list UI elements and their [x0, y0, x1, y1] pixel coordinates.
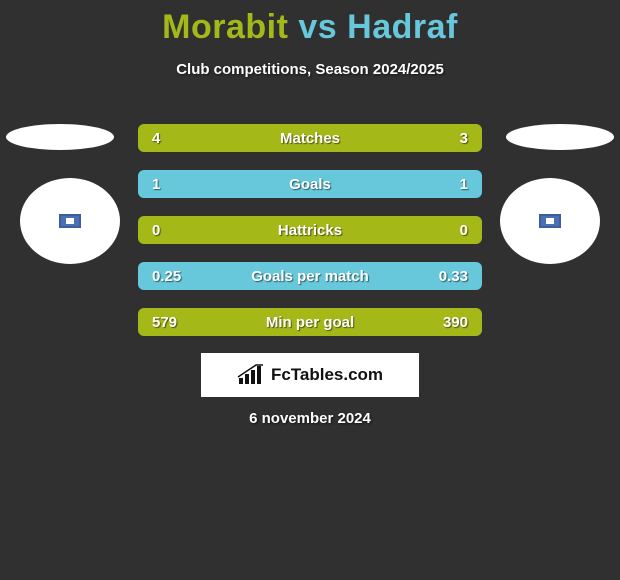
stats-table: 4 Matches 3 1 Goals 1 0 Hattricks 0 0.25…: [138, 124, 482, 354]
logo-text: FcTables.com: [271, 365, 383, 385]
stat-row: 0.25 Goals per match 0.33: [138, 262, 482, 290]
player-left-name: Morabit: [162, 8, 288, 46]
vs-label: vs: [298, 8, 337, 46]
stat-label: Min per goal: [138, 314, 482, 331]
logo-text-prefix: Fc: [271, 365, 291, 384]
stat-row: 579 Min per goal 390: [138, 308, 482, 336]
logo-text-suffix: Tables.com: [291, 365, 383, 384]
stat-row: 4 Matches 3: [138, 124, 482, 152]
stat-label: Goals per match: [138, 268, 482, 285]
player-right-badge: [500, 178, 600, 264]
stat-label: Matches: [138, 130, 482, 147]
badge-chip-icon: [539, 214, 561, 228]
player-right-shadow: [506, 124, 614, 150]
page-title: Morabit vs Hadraf: [0, 0, 620, 47]
fctables-logo: FcTables.com: [201, 353, 419, 397]
bar-chart-icon: [237, 364, 265, 386]
player-right-name: Hadraf: [347, 8, 458, 46]
stat-label: Hattricks: [138, 222, 482, 239]
player-left-shadow: [6, 124, 114, 150]
subtitle: Club competitions, Season 2024/2025: [0, 61, 620, 78]
stat-row: 1 Goals 1: [138, 170, 482, 198]
badge-chip-icon: [59, 214, 81, 228]
player-left-badge: [20, 178, 120, 264]
date-label: 6 november 2024: [0, 410, 620, 427]
stat-row: 0 Hattricks 0: [138, 216, 482, 244]
stat-label: Goals: [138, 176, 482, 193]
